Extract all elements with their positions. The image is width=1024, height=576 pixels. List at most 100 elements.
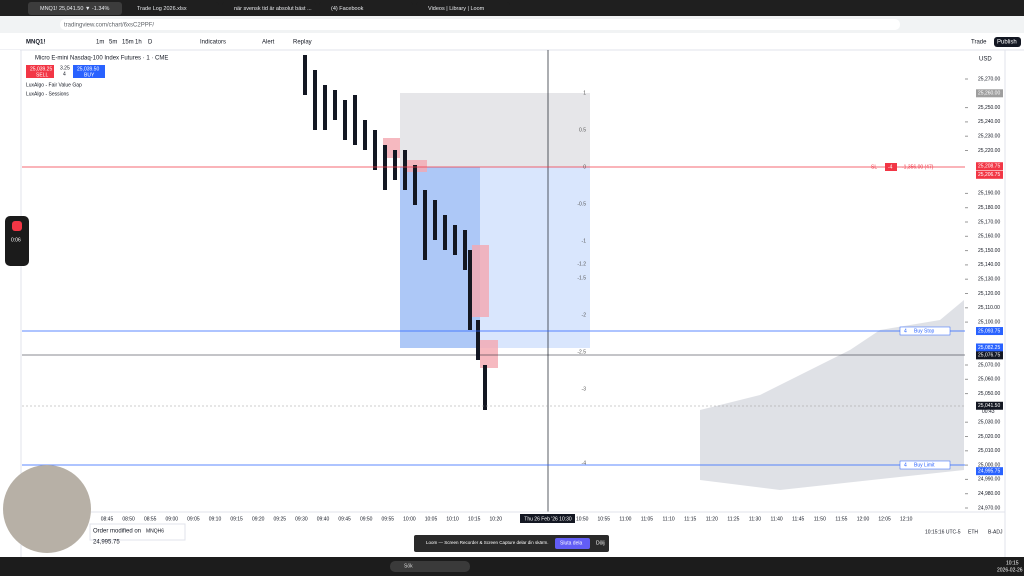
price-tick-label: 25,020.00: [978, 434, 1000, 440]
loom-text: Loom — Screen Recorder & Screen Capture …: [426, 540, 549, 545]
url-field[interactable]: [60, 19, 900, 30]
search-box[interactable]: [390, 561, 470, 572]
sell-price[interactable]: 25,039.25: [30, 66, 52, 72]
record-button[interactable]: [12, 221, 22, 231]
toast: [89, 523, 186, 541]
price-tick-label: 25,230.00: [978, 134, 1000, 140]
order-type[interactable]: Buy Limit: [914, 462, 935, 468]
price-marker-label: 25,206.75: [978, 172, 1000, 178]
tab[interactable]: [28, 2, 122, 15]
search-text[interactable]: Sök: [404, 563, 413, 569]
stop-sharing[interactable]: Sluta dela: [560, 540, 582, 546]
hide-button[interactable]: Dölj: [596, 540, 605, 546]
publish-button[interactable]: [994, 37, 1021, 47]
order-pnl[interactable]: -1,356.00 (47): [902, 164, 934, 170]
price-tick-label: 25,110.00: [978, 305, 1000, 311]
session[interactable]: ETH: [968, 529, 978, 535]
replay-button[interactable]: Replay: [293, 40, 312, 46]
alert-button[interactable]: Alert: [262, 40, 275, 46]
fib-level-label: -4: [582, 460, 587, 466]
tab-title[interactable]: när svensk tid är absolut bäst ...: [234, 6, 312, 12]
interval[interactable]: 1h: [135, 40, 142, 46]
time-tick-label: 09:20: [252, 516, 265, 522]
symbol[interactable]: MNQ1!: [26, 40, 45, 46]
sell-box[interactable]: [26, 65, 54, 78]
price-marker: [976, 401, 1003, 410]
sell-label[interactable]: SELL: [36, 72, 48, 78]
fib-level-label: -3: [582, 386, 587, 392]
fib-level-label: -1: [582, 238, 587, 244]
fib-level-label: -1.2: [577, 261, 586, 267]
order-box[interactable]: [899, 460, 951, 470]
fvg-box: [480, 340, 498, 368]
fib-level-label: -2.5: [577, 349, 586, 355]
tab-title[interactable]: (4) Facebook: [331, 6, 364, 12]
interval[interactable]: D: [148, 40, 153, 46]
time-tick-label: 11:55: [835, 516, 847, 522]
price-marker-label: 24,995.75: [978, 469, 1000, 475]
time-tick-label: 09:00: [166, 516, 179, 522]
price-tick-label: 24,970.00: [978, 505, 1000, 511]
price-tick-label: 24,990.00: [978, 477, 1000, 483]
url[interactable]: tradingview.com/chart/6xsC2PPF/: [64, 23, 154, 29]
price-tick-label: 25,140.00: [978, 262, 1000, 268]
time-tick-label: 11:20: [706, 516, 718, 522]
recording-widget[interactable]: [5, 216, 29, 266]
order-tag[interactable]: SL: [871, 164, 877, 170]
time-tick-label: 08:50: [122, 516, 135, 522]
order-box[interactable]: [899, 326, 951, 336]
buy-box[interactable]: [73, 65, 105, 78]
tab-title[interactable]: MNQ1! 25,041.50 ▼ -1.34%: [40, 6, 109, 12]
adjustment[interactable]: B-ADJ: [988, 529, 1003, 535]
volume-profile: [700, 300, 964, 490]
time-tick-label: 09:25: [274, 516, 287, 522]
fib-level-label: 0.5: [579, 127, 586, 133]
currency[interactable]: USD: [979, 57, 992, 63]
order-type[interactable]: Buy Stop: [914, 328, 935, 334]
price-tick-label: 25,010.00: [978, 448, 1000, 454]
publish-label[interactable]: Publish: [997, 40, 1017, 46]
time-tick-label: 11:25: [727, 516, 739, 522]
time-tick-label: 09:50: [360, 516, 373, 522]
tab[interactable]: [416, 2, 510, 15]
indicators-button[interactable]: Indicators: [200, 40, 226, 46]
toast-text: Order modified on: [93, 529, 141, 535]
time-tick-label: 09:15: [230, 516, 243, 522]
qty: 4: [63, 71, 66, 77]
trade-button[interactable]: Trade: [971, 40, 987, 46]
order-qty[interactable]: 4: [904, 462, 907, 468]
interval[interactable]: 5m: [109, 40, 117, 46]
price-tick-label: 25,060.00: [978, 377, 1000, 383]
price-tick-label: 24,980.00: [978, 491, 1000, 497]
price-tick-label: 25,130.00: [978, 277, 1000, 283]
tab[interactable]: [222, 2, 316, 15]
price-marker: [976, 162, 1003, 171]
interval[interactable]: 15m: [122, 40, 134, 46]
time-tick-label: 10:05: [425, 516, 438, 522]
price-tick-label: 25,070.00: [978, 362, 1000, 368]
buy-label[interactable]: BUY: [84, 72, 95, 78]
time-tick-label: 11:05: [641, 516, 653, 522]
time-tick-label: 08:45: [101, 516, 114, 522]
tab-title[interactable]: Trade Log 2026.xlsx: [137, 6, 187, 12]
tab-title[interactable]: Videos | Library | Loom: [428, 6, 485, 12]
stop-sharing-button[interactable]: [555, 538, 590, 549]
price-marker: [976, 89, 1003, 98]
taskbar-date: 2026-02-26: [997, 567, 1023, 573]
tab[interactable]: [319, 2, 413, 15]
order-qty[interactable]: -4: [888, 164, 893, 170]
fib-upper-zone: [400, 93, 590, 167]
order-qty-box[interactable]: [885, 163, 897, 171]
price-tick-label: 25,120.00: [978, 291, 1000, 297]
tab[interactable]: [125, 2, 219, 15]
countdown: 00:43: [982, 409, 995, 415]
price-tick-label: 25,050.00: [978, 391, 1000, 397]
buy-price[interactable]: 25,039.50: [77, 66, 99, 72]
interval[interactable]: 1m: [96, 40, 104, 46]
time-tick-label: 12:00: [857, 516, 870, 522]
price-tick-label: 25,030.00: [978, 420, 1000, 426]
price-marker: [976, 343, 1003, 352]
fvg-box: [472, 245, 489, 317]
order-qty[interactable]: 4: [904, 328, 907, 334]
